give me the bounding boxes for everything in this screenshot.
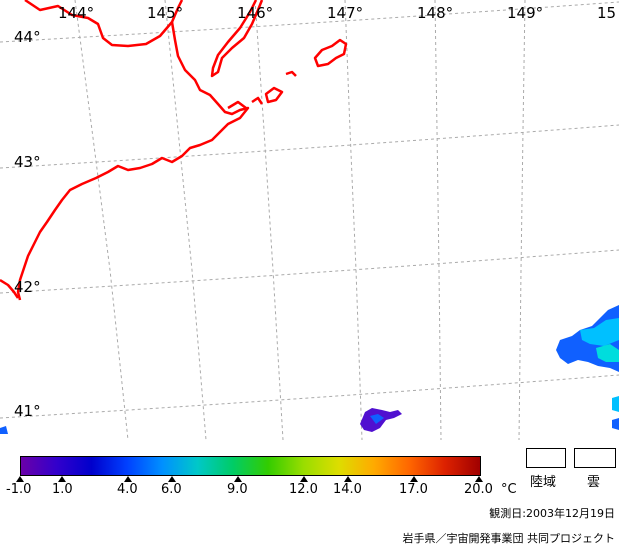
colorbar-tick [344, 476, 352, 482]
coastline [0, 0, 348, 301]
lon-label-144: 144° [58, 4, 95, 22]
colorbar-unit: °C [501, 482, 517, 497]
colorbar-tick-label: 4.0 [117, 482, 138, 497]
colorbar-tick [475, 476, 483, 482]
lon-label-150: 15 [597, 4, 617, 22]
land-legend-label: 陸域 [530, 475, 557, 490]
lon-label-147: 147° [327, 4, 364, 22]
colorbar-tick-label: 1.0 [52, 482, 73, 497]
parallel-lines [0, 1, 619, 419]
colorbar-tick [16, 476, 24, 482]
sst-patches [0, 305, 619, 434]
lat-label-42: 42° [14, 278, 41, 296]
lat-label-44: 44° [14, 28, 41, 46]
cloud-legend-swatch [574, 448, 616, 468]
colorbar-tick-label: 9.0 [227, 482, 248, 497]
colorbar-tick [58, 476, 66, 482]
colorbar-tick-label: 12.0 [289, 482, 318, 497]
lat-label-43: 43° [14, 153, 41, 171]
land-legend-swatch [526, 448, 566, 468]
colorbar-tick [234, 476, 242, 482]
colorbar-tick-label: -1.0 [6, 482, 32, 497]
lon-label-145: 145° [147, 4, 184, 22]
lon-label-148: 148° [417, 4, 454, 22]
temperature-colorbar [20, 456, 481, 476]
credit-text: 岩手県／宇宙開発事業団 共同プロジェクト [402, 532, 616, 545]
colorbar-tick [124, 476, 132, 482]
colorbar-tick-label: 17.0 [399, 482, 428, 497]
meridian-lines [74, 0, 526, 440]
colorbar-tick [410, 476, 418, 482]
colorbar-tick-label: 14.0 [333, 482, 362, 497]
colorbar-tick [300, 476, 308, 482]
cloud-legend-label: 雲 [587, 475, 601, 490]
colorbar-tick-label: 20.0 [464, 482, 493, 497]
lon-label-149: 149° [507, 4, 544, 22]
lon-label-146: 146° [237, 4, 274, 22]
sst-map [0, 0, 619, 440]
observation-date: 観測日:2003年12月19日 [489, 507, 615, 520]
colorbar-tick-label: 6.0 [161, 482, 182, 497]
lat-label-41: 41° [14, 402, 41, 420]
colorbar-tick [168, 476, 176, 482]
